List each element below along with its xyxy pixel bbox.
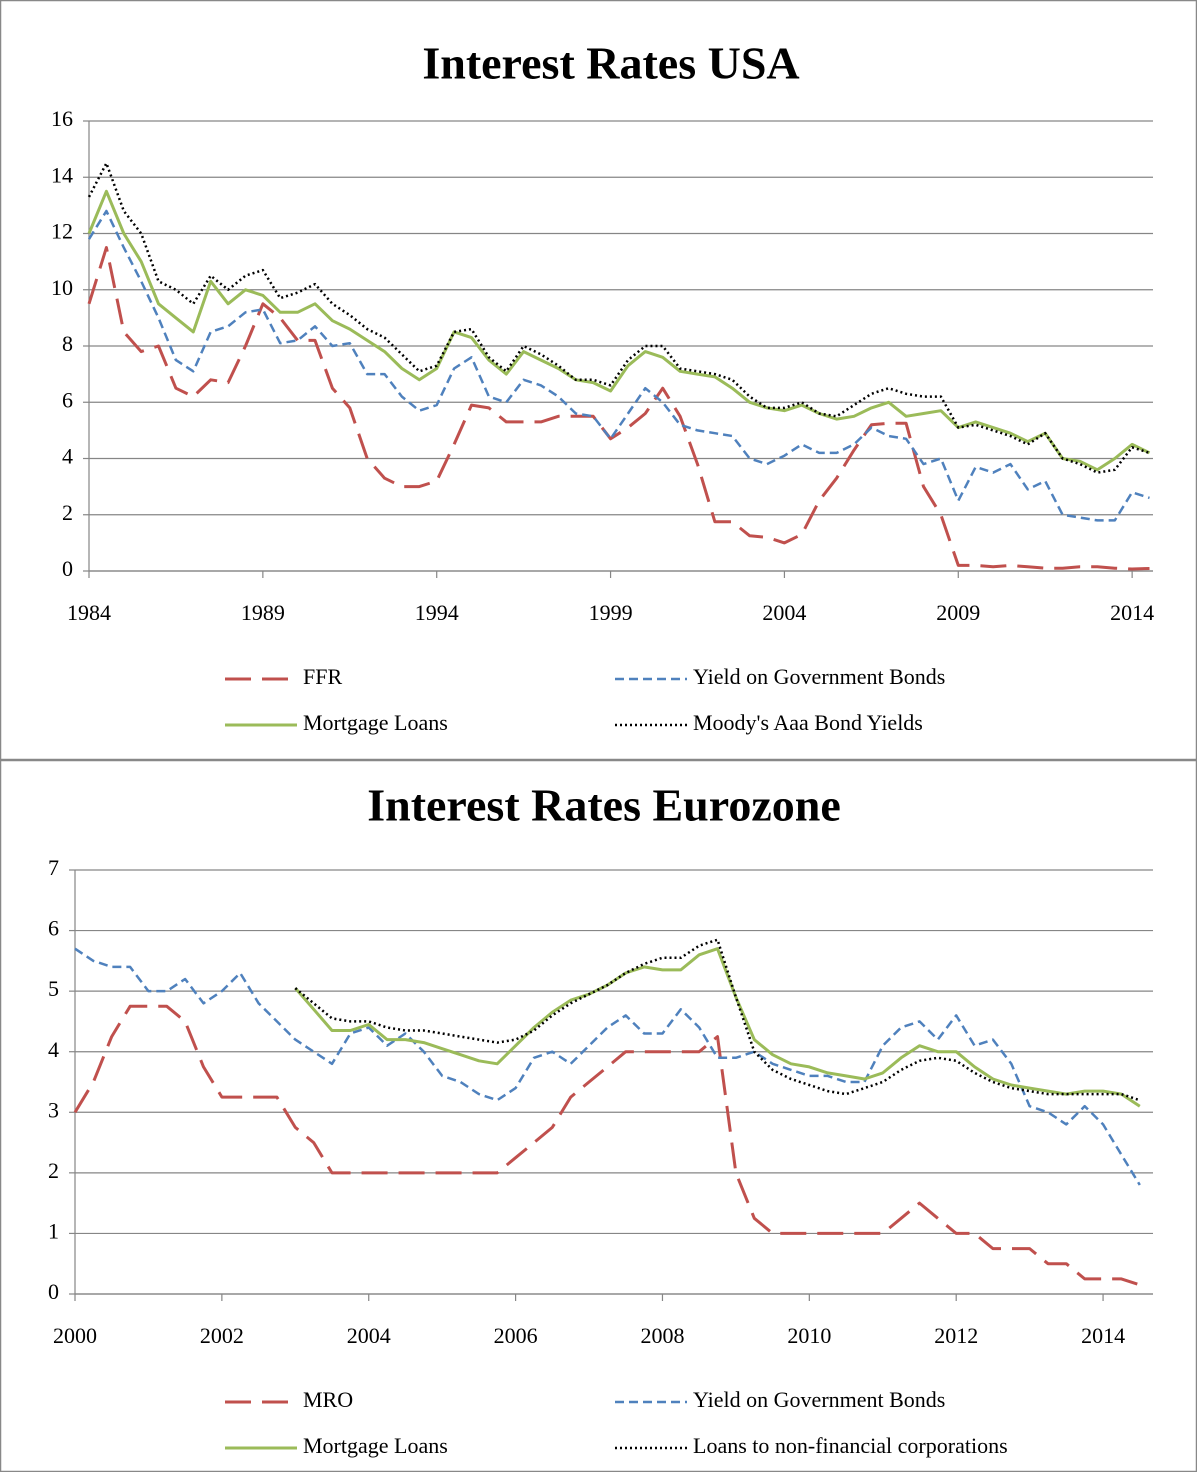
y-tick-label: 16: [51, 106, 73, 131]
x-tick-label: 2004: [347, 1323, 391, 1348]
legend-label: FFR: [303, 664, 342, 689]
x-tick-label: 2014: [1081, 1323, 1125, 1348]
series-line: [87, 209, 1150, 522]
chart-frame: [0, 0, 1197, 761]
series-line: [73, 1004, 1141, 1287]
x-tick-label: 1994: [415, 600, 459, 625]
x-tick-label: 2006: [494, 1323, 538, 1348]
legend-label: Yield on Government Bonds: [693, 1387, 945, 1412]
y-tick-label: 2: [48, 1158, 59, 1183]
legend-label: Mortgage Loans: [303, 710, 448, 735]
y-tick-label: 6: [62, 387, 73, 412]
chart-frame: [0, 759, 1197, 1473]
legend-label: MRO: [303, 1387, 353, 1412]
y-tick-label: 4: [62, 444, 73, 469]
series-line: [294, 947, 1141, 1108]
y-tick-label: 5: [48, 976, 59, 1001]
x-tick-label: 2012: [934, 1323, 978, 1348]
x-tick-label: 2004: [762, 600, 806, 625]
y-tick-label: 2: [62, 500, 73, 525]
y-tick-label: 10: [51, 275, 73, 300]
series-line: [87, 161, 1150, 474]
y-tick-label: 1: [48, 1218, 59, 1243]
y-tick-label: 8: [62, 331, 73, 356]
x-tick-label: 1984: [67, 600, 111, 625]
series-line: [74, 947, 1141, 1186]
y-tick-label: 4: [48, 1037, 59, 1062]
y-tick-label: 0: [62, 556, 73, 581]
legend-label: Yield on Government Bonds: [693, 664, 945, 689]
chart-title: Interest Rates Eurozone: [367, 780, 841, 831]
y-tick-label: 12: [51, 219, 73, 244]
series-line: [87, 246, 1150, 571]
x-tick-label: 2014: [1110, 600, 1154, 625]
y-tick-label: 3: [48, 1097, 59, 1122]
series-line: [87, 189, 1151, 472]
x-tick-label: 2010: [787, 1323, 831, 1348]
y-tick-label: 14: [51, 162, 73, 187]
x-tick-label: 2002: [200, 1323, 244, 1348]
x-tick-label: 2008: [640, 1323, 684, 1348]
x-tick-label: 1989: [241, 600, 285, 625]
y-tick-label: 7: [48, 855, 59, 880]
x-tick-label: 2009: [936, 600, 980, 625]
y-tick-label: 6: [48, 916, 59, 941]
x-tick-label: 2000: [53, 1323, 97, 1348]
legend-label: Mortgage Loans: [303, 1433, 448, 1458]
legend-label: Moody's Aaa Bond Yields: [693, 710, 923, 735]
chart-title: Interest Rates USA: [422, 38, 799, 89]
legend-label: Loans to non-financial corporations: [693, 1433, 1008, 1458]
series-line: [294, 938, 1141, 1102]
y-tick-label: 0: [48, 1279, 59, 1304]
x-tick-label: 1999: [589, 600, 633, 625]
